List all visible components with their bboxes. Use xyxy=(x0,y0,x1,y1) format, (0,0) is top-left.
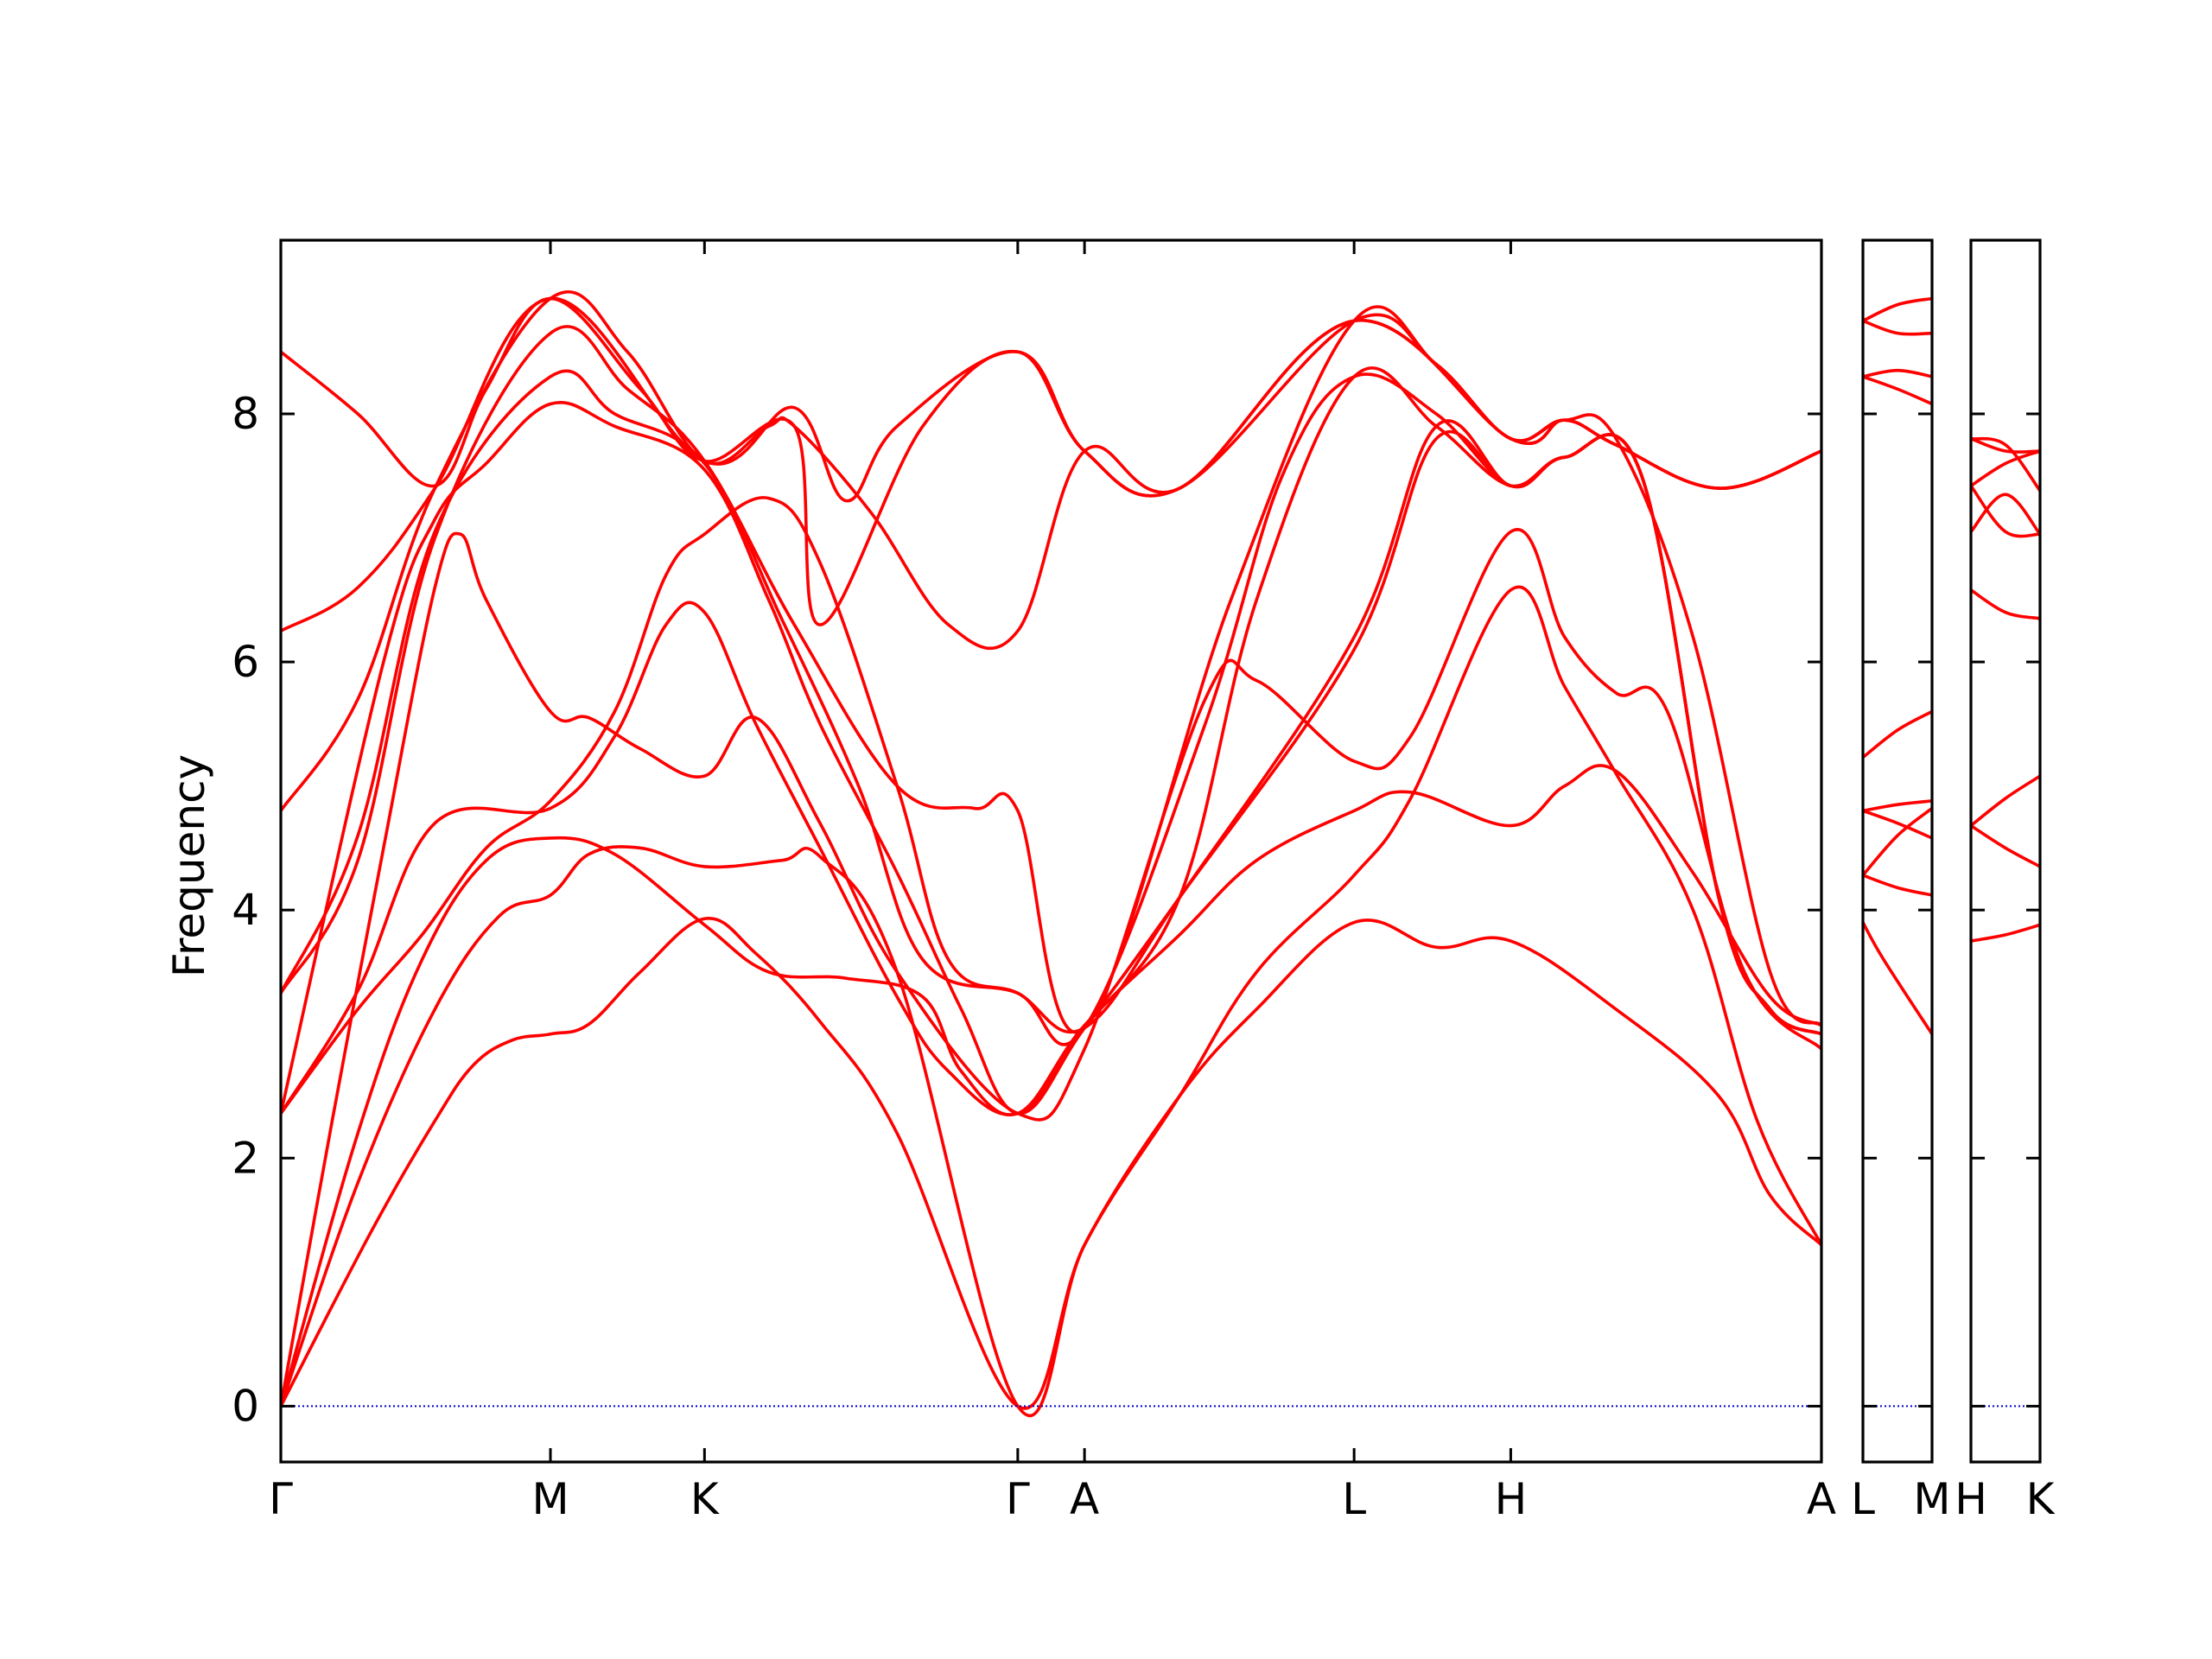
x-tick-label-main-1: M xyxy=(531,1474,569,1524)
panel-H-K-bands xyxy=(1971,436,2040,943)
y-axis-label: Frequency xyxy=(164,754,214,977)
band-line-H-K-2 xyxy=(1971,823,2040,868)
band-line-H-K-8 xyxy=(1971,436,2040,454)
x-tick-label-main-2: K xyxy=(690,1474,720,1524)
y-tick-label-8: 8 xyxy=(232,389,259,439)
frame-main xyxy=(279,238,1823,1464)
x-tick-label-H-K-1: K xyxy=(2026,1474,2056,1524)
band-line-L-M-3 xyxy=(1863,806,1932,877)
band-line-L-M-2 xyxy=(1863,874,1932,897)
band-line-L-M-7 xyxy=(1863,368,1932,378)
band-line-H-K-6 xyxy=(1971,484,2040,538)
band-line-H-K-1 xyxy=(1971,923,2040,943)
panel-main-bands xyxy=(281,290,1821,1417)
band-line-L-M-8 xyxy=(1863,375,1932,406)
x-tick-label-main-3: Γ xyxy=(1006,1474,1030,1524)
band-line-main-11 xyxy=(281,296,1821,632)
y-tick-label-2: 2 xyxy=(232,1133,259,1183)
panel-L-M-bands xyxy=(1863,296,1932,1036)
frame-H-K xyxy=(1969,238,2042,1464)
band-line-H-K-7 xyxy=(1971,449,2040,488)
panel-frames xyxy=(279,238,2042,1464)
x-tick-label-L-M-1: M xyxy=(1913,1474,1950,1524)
bands-layer xyxy=(281,290,2040,1417)
band-line-L-M-6 xyxy=(1863,709,1932,760)
x-tick-label-main-0: Γ xyxy=(269,1474,293,1524)
band-line-L-M-9 xyxy=(1863,319,1932,336)
band-line-main-8 xyxy=(281,369,1821,1046)
band-line-L-M-5 xyxy=(1863,799,1932,813)
x-tick-label-main-5: L xyxy=(1342,1474,1366,1524)
y-tick-label-0: 0 xyxy=(232,1381,259,1431)
x-tick-label-L-M-0: L xyxy=(1851,1474,1875,1524)
x-tick-label-main-7: A xyxy=(1807,1474,1836,1524)
band-line-main-2 xyxy=(281,585,1821,1417)
x-tick-label-main-6: H xyxy=(1495,1474,1528,1524)
band-line-main-3 xyxy=(281,764,1821,1408)
y-tick-label-4: 4 xyxy=(232,885,259,935)
band-line-L-M-10 xyxy=(1863,296,1932,323)
band-line-H-K-3 xyxy=(1971,774,2040,828)
y-tick-label-6: 6 xyxy=(232,637,259,687)
x-tick-label-main-4: A xyxy=(1070,1474,1099,1524)
band-line-main-7 xyxy=(281,366,1821,1116)
x-tick-label-H-K-0: H xyxy=(1955,1474,1987,1524)
frame-L-M xyxy=(1861,238,1934,1464)
band-line-L-M-1 xyxy=(1863,920,1932,1036)
band-line-main-1 xyxy=(281,917,1821,1410)
band-line-L-M-4 xyxy=(1863,809,1932,840)
band-line-H-K-5 xyxy=(1971,493,2040,537)
band-line-main-9 xyxy=(281,305,1821,1034)
band-line-main-10 xyxy=(281,290,1821,813)
band-line-H-K-9 xyxy=(1971,436,2040,493)
band-line-main-4 xyxy=(281,528,1821,1408)
band-line-main-12 xyxy=(281,296,1821,626)
band-line-H-K-4 xyxy=(1971,588,2040,620)
ticks xyxy=(279,240,2042,1462)
